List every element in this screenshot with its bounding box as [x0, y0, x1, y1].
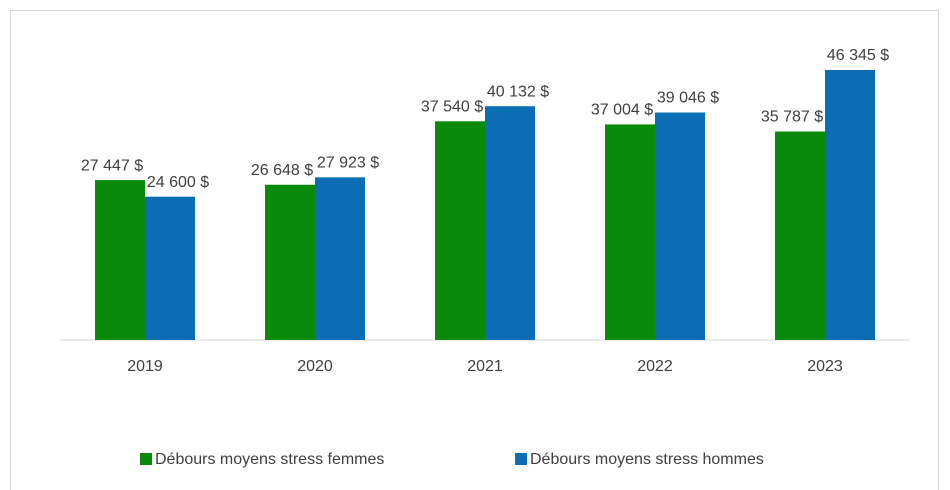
data-label: 46 345 $ [827, 47, 889, 64]
data-label: 40 132 $ [487, 83, 549, 100]
x-tick-label: 2021 [467, 358, 503, 375]
data-label: 37 004 $ [591, 102, 653, 119]
bar [605, 124, 655, 340]
legend-swatch [515, 453, 527, 465]
legend-label: Débours moyens stress femmes [155, 451, 384, 468]
data-label: 24 600 $ [147, 174, 209, 191]
bar [825, 70, 875, 340]
bar [655, 112, 705, 340]
x-tick-label: 2022 [637, 358, 673, 375]
data-label: 27 923 $ [317, 155, 379, 172]
bar [145, 196, 195, 340]
legend-label: Débours moyens stress hommes [530, 451, 764, 468]
bar [95, 180, 145, 340]
bar [265, 184, 315, 340]
bar [485, 106, 535, 340]
data-label: 39 046 $ [657, 90, 719, 107]
legend-swatch [140, 453, 152, 465]
x-tick-label: 2023 [807, 358, 843, 375]
bar [315, 177, 365, 340]
data-label: 37 540 $ [421, 99, 483, 116]
bar [435, 121, 485, 340]
x-tick-label: 2019 [127, 358, 163, 375]
bar [775, 131, 825, 340]
data-label: 35 787 $ [761, 109, 823, 126]
data-label: 26 648 $ [251, 162, 313, 179]
x-tick-label: 2020 [297, 358, 333, 375]
data-label: 27 447 $ [81, 157, 143, 174]
